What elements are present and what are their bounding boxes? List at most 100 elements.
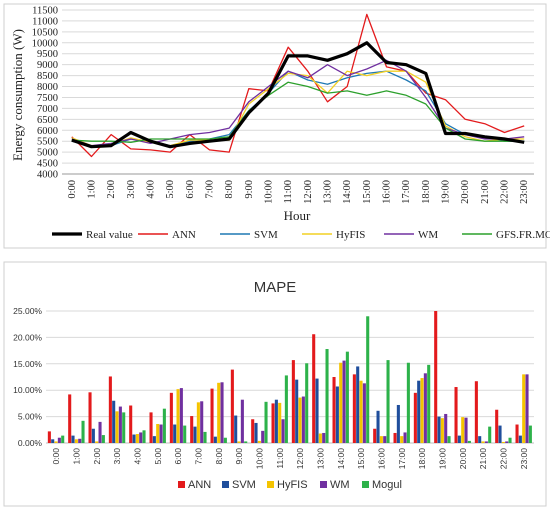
bar-hyfis (522, 374, 526, 443)
bar-x-tick-label: 5:00 (153, 448, 163, 465)
bar-wm (139, 432, 143, 443)
bar-x-tick-label: 12:00 (295, 448, 305, 470)
line-x-tick-label: 4:00 (146, 180, 157, 199)
line-x-tick-label: 9:00 (244, 180, 255, 199)
bar-hyfis (481, 441, 485, 443)
line-chart-y-axis-label: Energy consumption (W) (10, 29, 25, 161)
bar-x-tick-label: 2:00 (92, 448, 102, 465)
bar-svm (91, 428, 95, 443)
bar-svm (274, 399, 278, 443)
bar-chart-y-ticks: 0.00% 5.00% 10.00% 15.00% 20.00% 25.00% (13, 306, 42, 448)
bar-wm (484, 441, 488, 443)
line-x-tick-label: 19:00 (441, 180, 452, 204)
line-y-tick-label: 4000 (37, 170, 58, 181)
bar-wm (322, 432, 326, 443)
line-y-tick-label: 11500 (32, 6, 58, 17)
bar-svm (396, 404, 400, 443)
bar-wm (444, 413, 448, 443)
bar-svm (173, 424, 177, 443)
bar-wm (383, 436, 387, 443)
bar-hyfis (257, 440, 261, 443)
bar-x-tick-label: 23:00 (519, 448, 529, 470)
bar-x-tick-label: 13:00 (316, 448, 326, 470)
bar-x-tick-label: 9:00 (234, 448, 244, 465)
bar-wm (57, 437, 61, 443)
bar-wm (240, 399, 244, 443)
bar-x-tick-label: 19:00 (438, 448, 448, 470)
line-x-tick-label: 22:00 (500, 180, 511, 204)
line-chart-legend: Real value ANN SVM HyFIS WM GFS.FR.MOGUL (52, 229, 550, 241)
bar-ann (68, 394, 72, 443)
bar-mogul (305, 363, 309, 443)
bar-x-tick-label: 7:00 (194, 448, 204, 465)
bar-ann (393, 432, 397, 443)
bar-x-tick-label: 6:00 (173, 448, 183, 465)
bar-svm (51, 439, 55, 443)
line-x-tick-label: 6:00 (185, 180, 196, 199)
bar-ann (495, 409, 499, 443)
bar-hyfis (461, 417, 465, 443)
line-y-tick-label: 10000 (32, 38, 58, 49)
bar-x-tick-label: 18:00 (417, 448, 427, 470)
line-x-tick-label: 13:00 (323, 180, 334, 204)
bar-mogul (264, 401, 268, 443)
bar-y-tick-label: 20.00% (13, 332, 42, 342)
bar-ann (474, 381, 478, 443)
bar-svm (254, 422, 258, 443)
bar-svm (152, 436, 156, 443)
bar-hyfis (217, 382, 221, 443)
bar-x-tick-label: 21:00 (478, 448, 488, 470)
bar-x-tick-label: 22:00 (499, 448, 509, 470)
line-legend-label: ANN (172, 229, 196, 241)
bar-wm (301, 396, 305, 443)
line-x-tick-label: 7:00 (205, 180, 216, 199)
bar-wm (464, 417, 468, 443)
bar-svm (417, 380, 421, 443)
line-series-real-value (71, 41, 525, 149)
line-y-tick-label: 10500 (32, 27, 58, 38)
bar-hyfis (339, 362, 343, 443)
bar-hyfis (359, 380, 363, 443)
line-x-tick-label: 20:00 (460, 180, 471, 204)
bar-mogul (122, 412, 126, 443)
bar-ann (413, 392, 417, 443)
bar-hyfis (440, 418, 444, 443)
line-x-tick-label: 16:00 (382, 180, 393, 204)
bar-y-tick-label: 25.00% (13, 306, 42, 316)
bar-ann (515, 424, 519, 443)
bar-wm (362, 383, 366, 443)
bar-mogul (183, 425, 187, 443)
bar-legend-swatch (320, 481, 327, 488)
line-x-tick-label: 0:00 (67, 180, 78, 199)
bar-hyfis (115, 411, 119, 443)
bar-mogul (142, 430, 146, 443)
bar-mogul (386, 360, 390, 443)
line-x-tick-label: 21:00 (480, 180, 491, 204)
bar-legend-label: SVM (232, 479, 256, 491)
bar-wm (118, 406, 122, 443)
line-y-tick-label: 11000 (32, 16, 58, 27)
bar-svm (356, 366, 360, 443)
bar-mogul (81, 420, 85, 443)
bar-svm (132, 434, 136, 443)
line-legend-label: Real value (86, 229, 133, 241)
bar-svm (112, 400, 116, 443)
bar-wm (220, 382, 224, 443)
line-legend-label: SVM (254, 229, 278, 241)
bar-ann (129, 405, 133, 443)
bar-legend-label: Mogul (372, 479, 402, 491)
line-y-tick-label: 6000 (37, 126, 58, 137)
bar-mogul (325, 349, 329, 443)
bar-ann (169, 392, 173, 443)
line-chart-y-ticks: 4000450050005500600065007000750080008500… (32, 6, 58, 181)
bar-y-tick-label: 15.00% (13, 359, 42, 369)
bar-ann (291, 360, 295, 443)
bar-svm (518, 435, 522, 443)
bar-mogul (528, 425, 532, 443)
bar-x-tick-label: 8:00 (214, 448, 224, 465)
bar-hyfis (379, 436, 383, 443)
bar-legend-swatch (362, 481, 369, 488)
bar-hyfis (176, 389, 180, 443)
bar-mogul (223, 437, 227, 443)
bar-wm (179, 388, 183, 443)
